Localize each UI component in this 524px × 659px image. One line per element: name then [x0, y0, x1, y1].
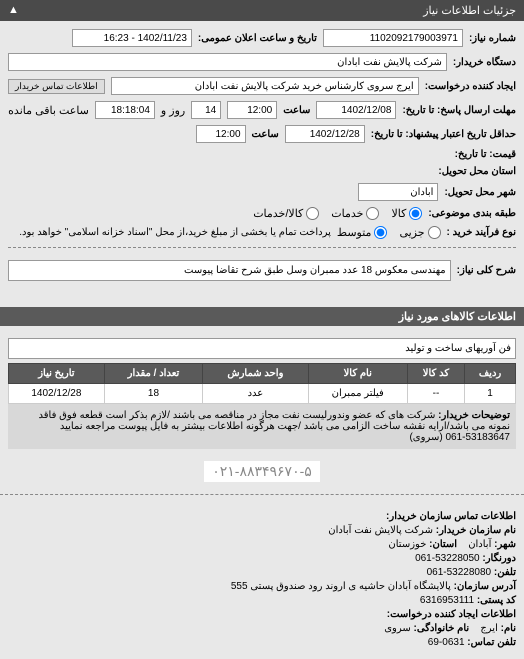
- org-value: شرکت پالایش نفت آبادان: [328, 525, 433, 536]
- fax-value: 53228050-061: [415, 553, 480, 564]
- radio-kala-khadamat-input[interactable]: [306, 207, 319, 220]
- process-label: نوع فرآیند خرید :: [447, 227, 516, 238]
- contact-title: اطلاعات تماس سازمان خریدار:: [386, 511, 516, 522]
- delivery-city-input[interactable]: [358, 183, 438, 201]
- city-value: آبادان: [468, 539, 491, 550]
- general-desc-box: مهندسی معکوس 18 عدد ممبران وسل طبق شرح ت…: [8, 260, 451, 281]
- contact-phone-value: 0631-69: [428, 637, 465, 648]
- phone-display: ۰۲۱-۸۸۳۴۹۶۷۰-۵: [204, 461, 320, 482]
- cell-row: 1: [465, 384, 516, 404]
- buyer-contact-button[interactable]: اطلاعات تماس خریدار: [8, 79, 105, 94]
- validity-time[interactable]: [196, 125, 246, 143]
- validity-date[interactable]: [285, 125, 365, 143]
- table-header-row: ردیف کد کالا نام کالا واحد شمارش تعداد /…: [9, 364, 516, 384]
- divider-2: [0, 494, 524, 495]
- day-label: روز و: [161, 104, 185, 117]
- radio-jozi[interactable]: جزیی: [399, 226, 440, 239]
- request-number-label: شماره نیاز:: [469, 33, 516, 44]
- creator-contact-label: اطلاعات ایجاد کننده درخواست:: [387, 609, 516, 620]
- col-qty: تعداد / مقدار: [104, 364, 202, 384]
- payment-note: پرداخت تمام یا بخشی از مبلغ خرید،از محل …: [19, 227, 331, 238]
- col-code: کد کالا: [407, 364, 464, 384]
- response-deadline-date[interactable]: [316, 101, 396, 119]
- remaining-time: [95, 101, 155, 119]
- province-label: استان:: [429, 539, 457, 550]
- delivery-state-label: استان محل تحویل:: [438, 166, 516, 177]
- price-label: قیمت: تا تاریخ:: [455, 149, 516, 160]
- cell-name: فیلتر ممبران: [308, 384, 407, 404]
- address-label: آدرس سازمان:: [454, 581, 516, 592]
- divider: [8, 247, 516, 248]
- contact-section: اطلاعات تماس سازمان خریدار: نام سازمان خ…: [0, 503, 524, 659]
- time-label-1: ساعت: [283, 105, 310, 116]
- address-value: پالایشگاه آبادان حاشیه ی اروند رود صندوق…: [231, 581, 451, 592]
- form-section: شماره نیاز: تاریخ و ساعت اعلان عمومی: دس…: [0, 21, 524, 299]
- category-box: فن آوریهای ساخت و تولید: [8, 338, 516, 359]
- header-bar: جزئیات اطلاعات نیاز ▲: [0, 0, 524, 21]
- postal-label: کد پستی:: [477, 595, 516, 606]
- radio-jozi-input[interactable]: [428, 226, 441, 239]
- radio-khadamat-input[interactable]: [366, 207, 379, 220]
- city-label: شهر:: [494, 539, 516, 550]
- buyer-org-input[interactable]: [8, 53, 447, 71]
- response-deadline-time[interactable]: [227, 101, 277, 119]
- cell-code: --: [407, 384, 464, 404]
- public-announce-input[interactable]: [72, 29, 192, 47]
- org-label: نام سازمان خریدار:: [436, 525, 516, 536]
- radio-kala-khadamat[interactable]: کالا/خدمات: [253, 207, 319, 220]
- radio-motevaset[interactable]: متوسط: [337, 226, 388, 239]
- items-table: ردیف کد کالا نام کالا واحد شمارش تعداد /…: [8, 363, 516, 404]
- notes-row: توضیحات خریدار: شرکت های که عضو وندورلیس…: [8, 404, 516, 449]
- cell-date: 1402/12/28: [9, 384, 105, 404]
- radio-khadamat[interactable]: خدمات: [331, 207, 379, 220]
- items-section-title: اطلاعات کالاهای مورد نیاز: [0, 307, 524, 326]
- notes-label: توضیحات خریدار:: [438, 410, 510, 421]
- table-row[interactable]: 1 -- فیلتر ممبران عدد 18 1402/12/28: [9, 384, 516, 404]
- radio-motevaset-input[interactable]: [374, 226, 387, 239]
- class-label: طبقه بندی موضوعی:: [428, 208, 516, 219]
- col-name: نام کالا: [308, 364, 407, 384]
- class-radio-group: کالا خدمات کالا/خدمات: [253, 207, 422, 220]
- collapse-icon[interactable]: ▲: [8, 4, 19, 16]
- postal-value: 6316953111: [420, 595, 474, 606]
- delivery-city-label: شهر محل تحویل:: [444, 187, 516, 198]
- phone-banner: ۰۲۱-۸۸۳۴۹۶۷۰-۵: [0, 457, 524, 486]
- name-value: ایرج: [480, 623, 498, 634]
- time-label-2: ساعت: [252, 129, 279, 140]
- cell-unit: عدد: [203, 384, 308, 404]
- general-desc-label: شرح کلی نیاز:: [457, 265, 516, 276]
- request-creator-input[interactable]: [111, 77, 419, 95]
- lastname-label: نام خانوادگی:: [414, 623, 470, 634]
- cell-qty: 18: [104, 384, 202, 404]
- remaining-days: [191, 101, 221, 119]
- name-label: نام:: [501, 623, 516, 634]
- public-announce-label: تاریخ و ساعت اعلان عمومی:: [198, 33, 317, 44]
- lastname-value: سروی: [384, 623, 411, 634]
- request-number-input[interactable]: [323, 29, 463, 47]
- col-date: تاریخ نیاز: [9, 364, 105, 384]
- process-radio-group: جزیی متوسط: [337, 226, 441, 239]
- phone-value: 53228080-061: [427, 567, 492, 578]
- province-value: خوزستان: [388, 539, 426, 550]
- buyer-org-label: دستگاه خریدار:: [453, 57, 516, 68]
- radio-kala-input[interactable]: [409, 207, 422, 220]
- fax-label: دورنگار:: [482, 553, 516, 564]
- response-deadline-label: مهلت ارسال پاسخ: تا تاریخ:: [402, 105, 516, 116]
- radio-kala[interactable]: کالا: [391, 207, 422, 220]
- contact-phone-label: تلفن تماس:: [467, 637, 516, 648]
- validity-label: حداقل تاریخ اعتبار پیشنهاد: تا تاریخ:: [371, 129, 516, 140]
- col-unit: واحد شمارش: [203, 364, 308, 384]
- request-creator-label: ایجاد کننده درخواست:: [425, 81, 516, 92]
- header-title: جزئیات اطلاعات نیاز: [423, 5, 516, 17]
- remaining-text: ساعت باقی مانده: [8, 104, 89, 117]
- phone-label: تلفن:: [494, 567, 516, 578]
- col-row: ردیف: [465, 364, 516, 384]
